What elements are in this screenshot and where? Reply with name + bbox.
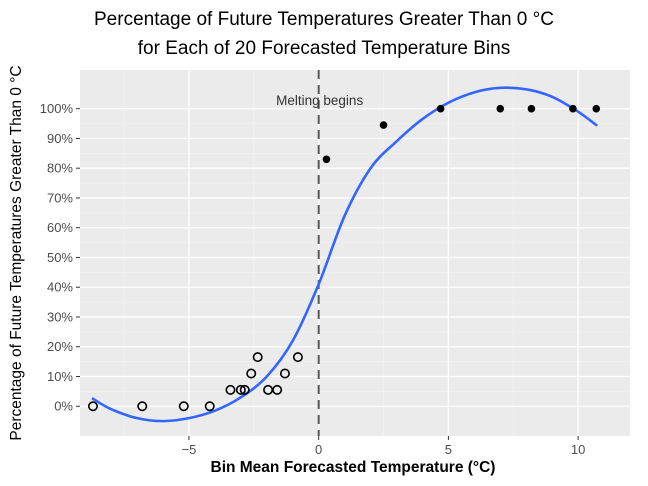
y-tick-label: 30% <box>47 309 73 324</box>
filled-data-point <box>322 155 331 164</box>
major-gridlines-y <box>80 108 630 407</box>
minor-gridlines-y <box>80 123 630 392</box>
open-data-point <box>87 401 98 412</box>
x-tick-label: −5 <box>182 442 197 457</box>
open-data-point <box>178 401 189 412</box>
plot-panel <box>80 70 630 436</box>
x-tick-label: 0 <box>315 442 322 457</box>
y-axis-title: Percentage of Future Temperatures Greate… <box>8 65 25 440</box>
filled-data-point <box>496 104 505 113</box>
y-tick-label: 20% <box>47 339 73 354</box>
x-tick-label: 10 <box>571 442 585 457</box>
filled-data-point <box>592 104 601 113</box>
chart-title: Percentage of Future Temperatures Greate… <box>94 9 554 30</box>
x-axis-title: Bin Mean Forecasted Temperature (°C) <box>211 459 496 476</box>
data-points <box>87 104 601 412</box>
open-data-point <box>137 401 148 412</box>
open-data-point <box>225 384 236 395</box>
open-data-point <box>272 384 283 395</box>
y-tick-label: 80% <box>47 161 73 176</box>
y-tick-label: 90% <box>47 131 73 146</box>
y-tick-label: 60% <box>47 220 73 235</box>
open-data-point <box>279 368 290 379</box>
open-data-point <box>235 384 246 395</box>
y-tick-label: 50% <box>47 250 73 265</box>
x-tick-label: 5 <box>445 442 452 457</box>
open-data-point <box>204 401 215 412</box>
filled-data-point <box>379 121 388 129</box>
y-tick-label: 10% <box>47 369 73 384</box>
open-data-point <box>292 352 303 363</box>
x-axis-ticks: −5 0 5 10 <box>182 436 585 457</box>
filled-data-point <box>569 104 577 113</box>
y-axis-ticks: 0% 10% 20% 30% 40% 50% 60% 70% 80% 90% 100% <box>40 101 80 414</box>
smoothed-fit-curve <box>91 86 598 423</box>
filled-data-point <box>527 104 536 113</box>
chart-subtitle: for Each of 20 Forecasted Temperature Bi… <box>138 38 510 59</box>
minor-gridlines-x <box>123 70 514 436</box>
y-tick-label: 0% <box>54 399 73 414</box>
y-tick-label: 70% <box>47 190 73 205</box>
y-tick-label: 40% <box>47 280 73 295</box>
open-data-point <box>246 368 257 379</box>
melting-annotation-label: Melting begins <box>276 93 363 108</box>
open-data-point <box>239 384 250 395</box>
open-data-point <box>252 352 263 363</box>
filled-data-point <box>436 104 445 113</box>
y-tick-label: 100% <box>40 101 74 116</box>
